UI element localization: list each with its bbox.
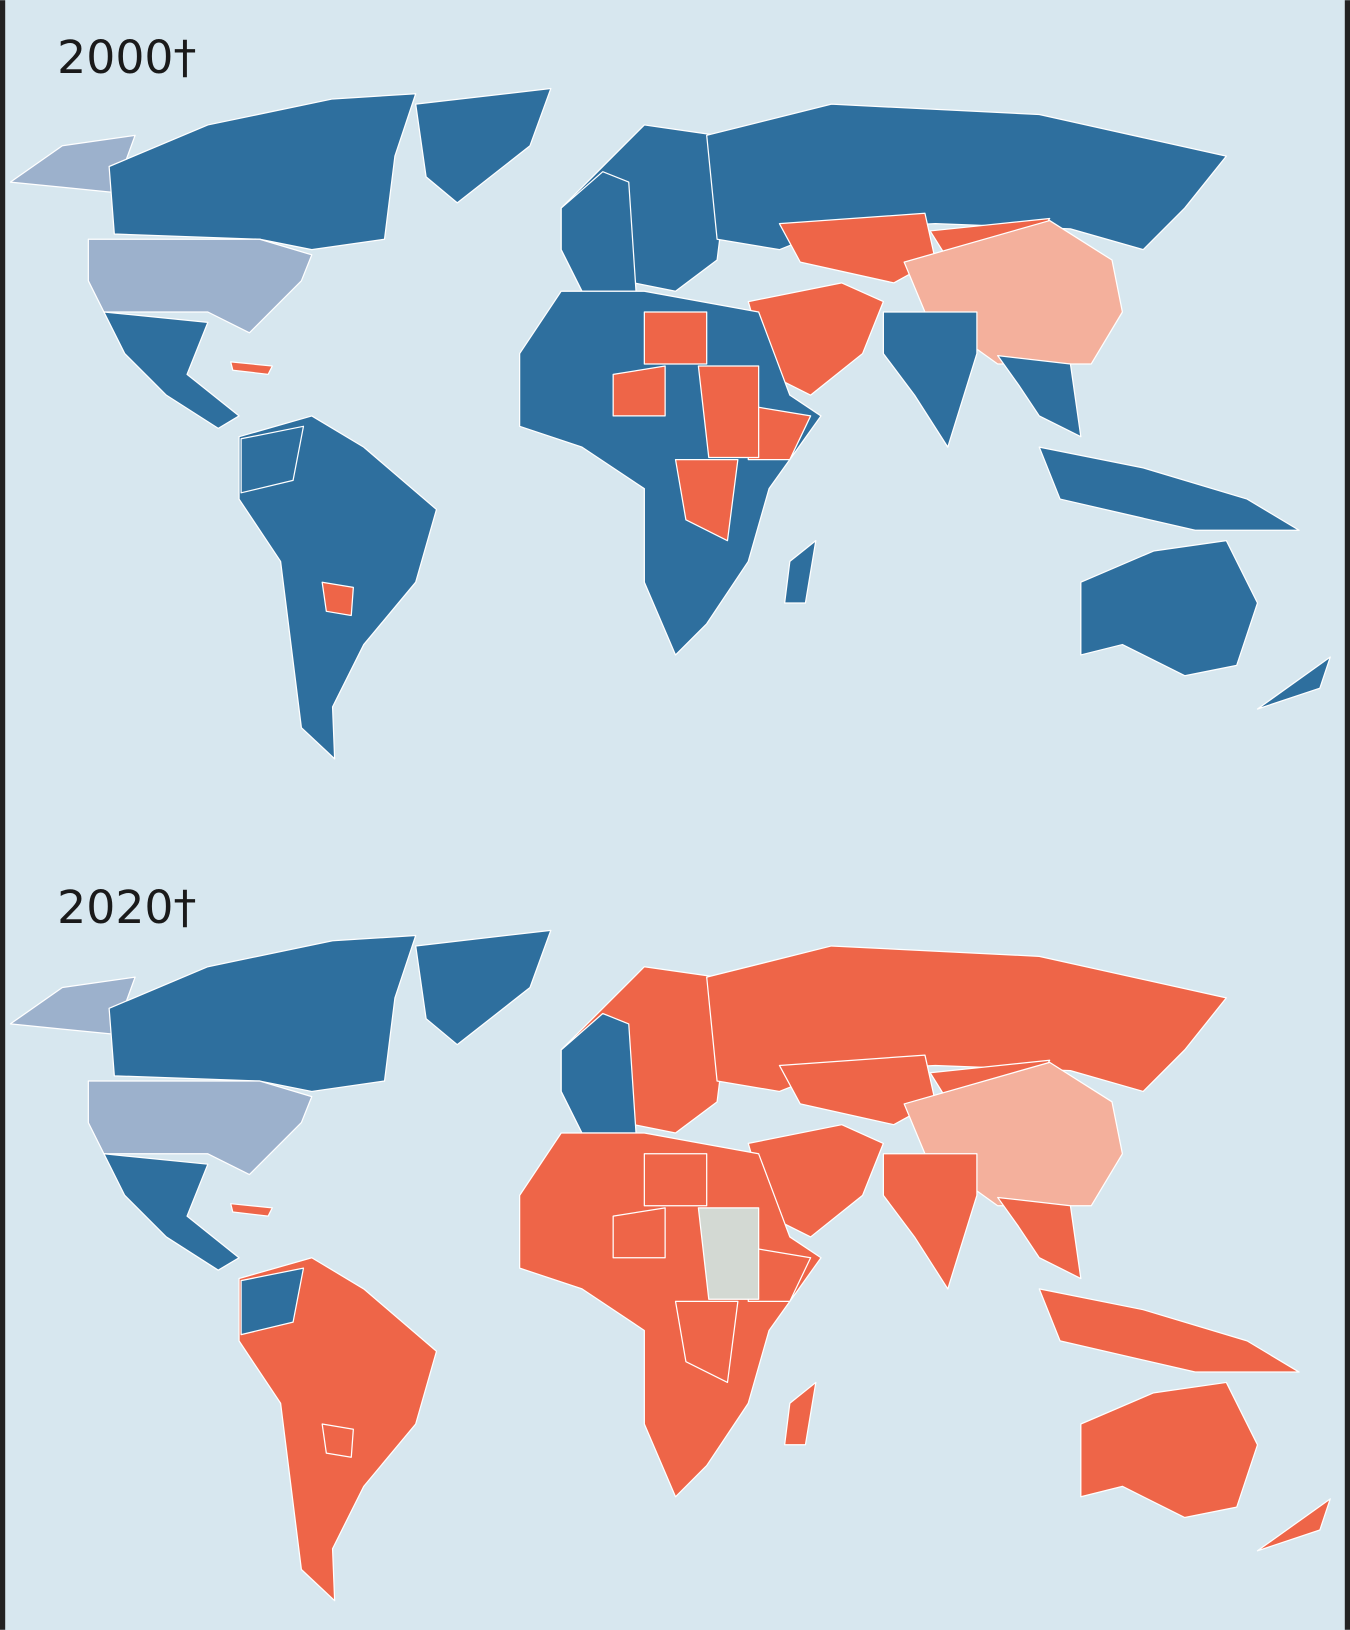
frame-edge <box>1344 0 1350 1630</box>
frame-edge <box>0 0 6 1630</box>
map-title: 2000† <box>57 31 196 84</box>
map-title: 2020† <box>57 881 196 934</box>
